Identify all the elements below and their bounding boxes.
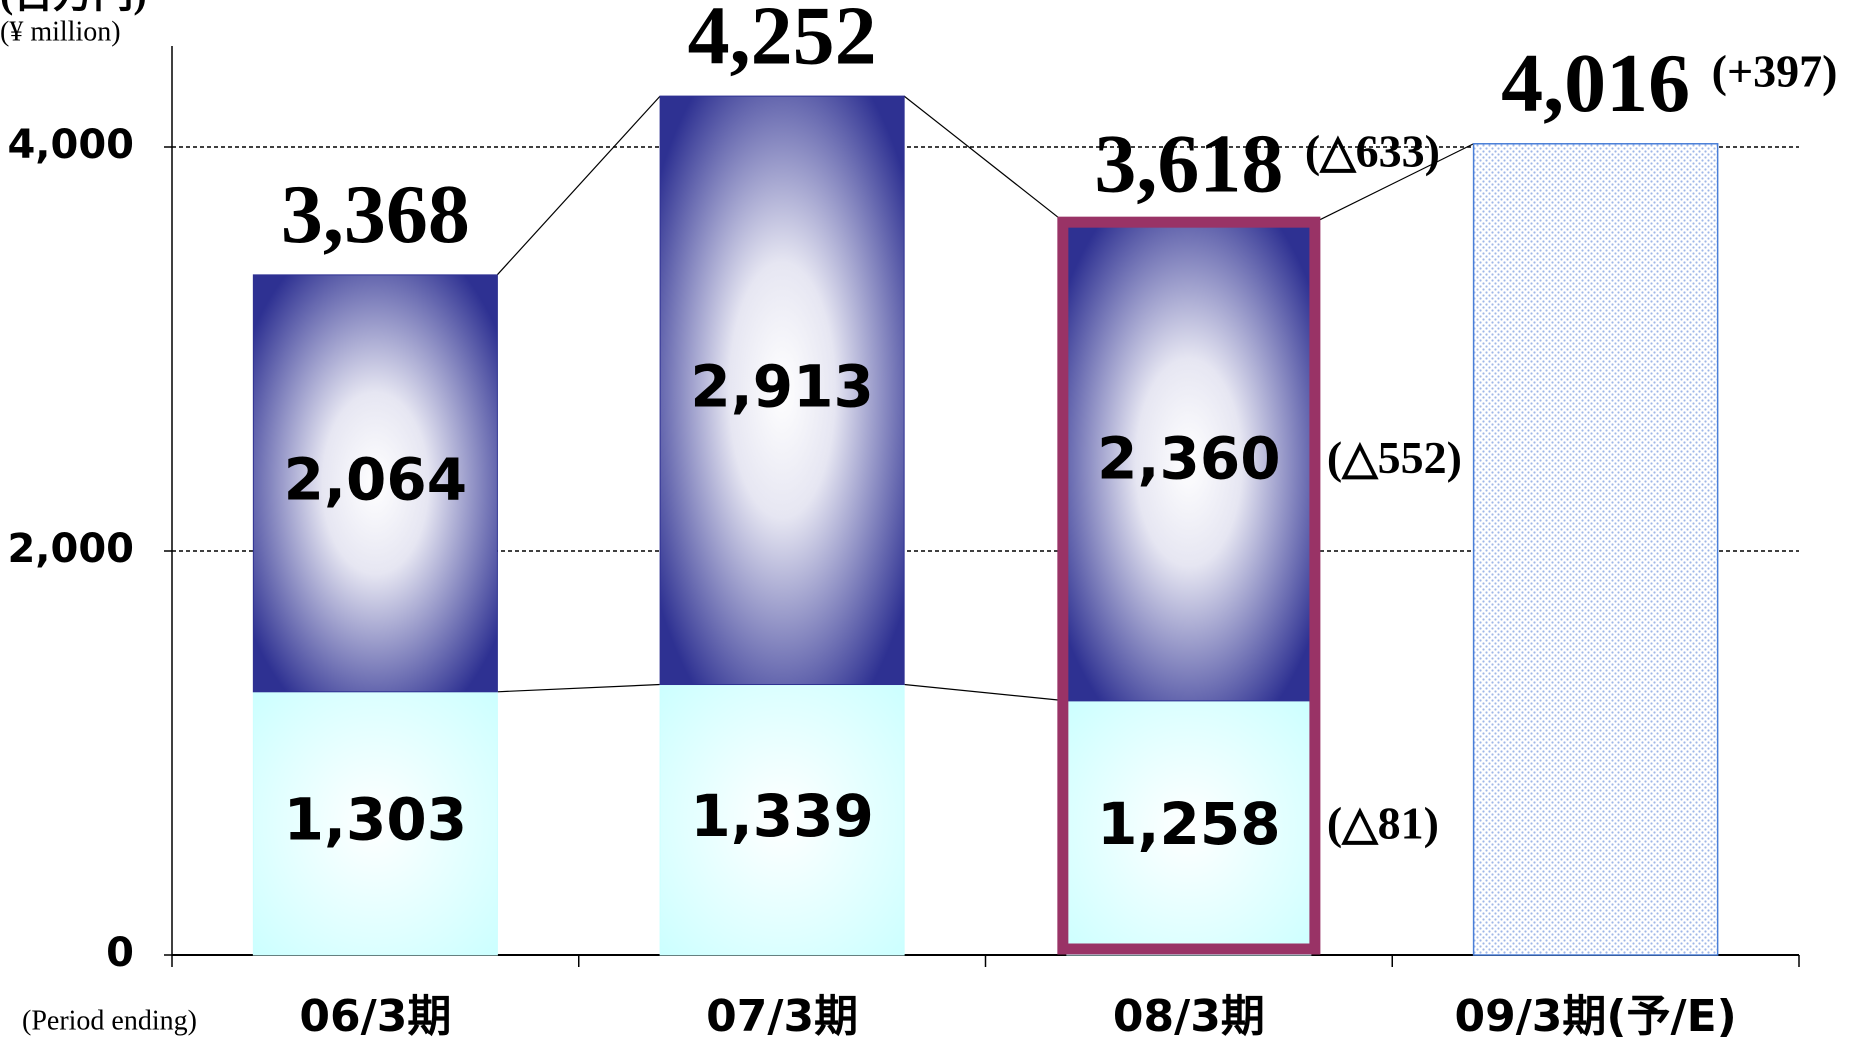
total-label: 4,016 xyxy=(1501,37,1690,130)
bar-segment xyxy=(659,684,905,956)
total-label: 3,618 xyxy=(1094,117,1283,210)
total-connector xyxy=(1310,143,1474,225)
bar-segment xyxy=(252,274,498,693)
y-tick-label: 2,000 xyxy=(7,526,134,572)
y-axis-label: (百万円) xyxy=(0,0,147,16)
segment-label: 2,913 xyxy=(690,352,873,420)
total-connector xyxy=(496,95,661,276)
y-tick-label: 0 xyxy=(106,930,134,976)
segment-connector xyxy=(904,683,1067,702)
bar-segment xyxy=(659,95,905,686)
y-unit: (¥ million) xyxy=(0,16,121,47)
change-label: (△81) xyxy=(1327,798,1439,849)
total-label: 4,252 xyxy=(688,0,877,82)
x-tick-label: 09/3期(予/E) xyxy=(1454,991,1736,1038)
total-connector xyxy=(903,95,1068,225)
change-label: (△552) xyxy=(1327,432,1462,483)
total-change-label: (△633) xyxy=(1305,126,1440,177)
segment-connector xyxy=(497,683,661,693)
segment-label: 1,303 xyxy=(284,786,467,854)
bar-segment xyxy=(252,691,498,956)
segment-label: 1,258 xyxy=(1097,790,1280,858)
bar-segment xyxy=(1066,700,1312,956)
y-tick-label: 4,000 xyxy=(7,122,134,168)
segment-label: 1,339 xyxy=(690,782,873,850)
total-change-label: (+397) xyxy=(1712,45,1838,96)
total-label: 3,368 xyxy=(281,168,470,261)
highlight-frame xyxy=(1057,216,1321,955)
bar-segment xyxy=(1066,223,1312,702)
x-axis-label: (Period ending) xyxy=(22,1005,197,1036)
segment-label: 2,064 xyxy=(284,445,467,513)
x-tick-label: 07/3期 xyxy=(706,991,858,1038)
bar-segment xyxy=(1472,143,1719,956)
x-tick-label: 06/3期 xyxy=(299,991,451,1038)
x-tick-label: 08/3期 xyxy=(1113,991,1265,1038)
segment-label: 2,360 xyxy=(1097,425,1280,493)
